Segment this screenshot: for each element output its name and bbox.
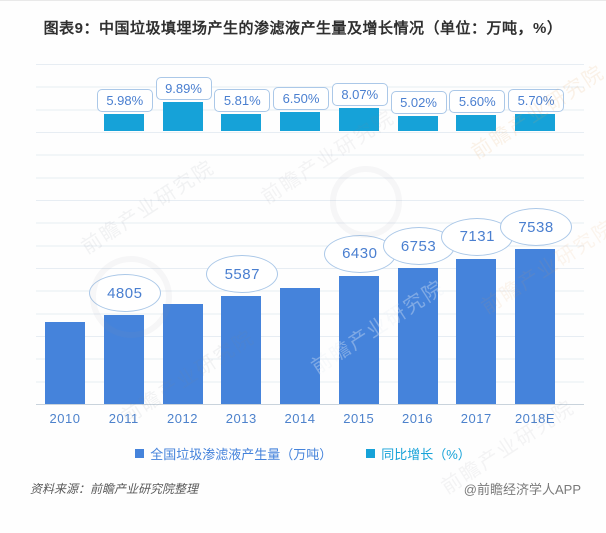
production-bar-2010 [45, 322, 85, 404]
value-callout-2018E: 7538 [500, 208, 572, 247]
growth-callout-2011: 5.98% [96, 88, 153, 112]
production-bar-2012 [162, 303, 203, 404]
growth-bar-2014 [280, 112, 320, 131]
growth-bar-2015 [338, 107, 379, 131]
growth-bar-2012 [162, 102, 203, 131]
growth-callout-2014: 6.50% [273, 87, 329, 111]
growth-callout-2015: 8.07% [331, 82, 388, 106]
x-axis-label-2016: 2016 [402, 411, 433, 426]
production-bar-2014 [280, 287, 320, 404]
growth-bar-2013 [221, 114, 262, 131]
legend-item-production: 全国垃圾渗滤液产生量（万吨） [135, 444, 332, 463]
x-axis-label-2017: 2017 [460, 411, 492, 426]
legend-swatch-growth [366, 449, 376, 458]
growth-callout-2016: 5.02% [390, 91, 447, 115]
x-axis-label-2010: 2010 [49, 411, 81, 426]
x-axis-label-2011: 2011 [108, 411, 139, 426]
legend: 全国垃圾渗滤液产生量（万吨） 同比增长（%） [0, 444, 606, 463]
growth-callout-2018E: 5.70% [508, 89, 564, 113]
legend-label-production: 全国垃圾渗滤液产生量（万吨） [150, 447, 333, 462]
growth-bar-2011 [103, 113, 144, 131]
production-bar-2015 [338, 275, 379, 404]
legend-swatch-production [135, 449, 145, 458]
x-axis-label-2015: 2015 [343, 411, 375, 426]
credit: @前瞻经济学人APP [463, 482, 581, 497]
production-bar-2011 [103, 315, 144, 404]
growth-callout-2013: 5.81% [214, 89, 271, 113]
growth-bar-2016 [397, 116, 438, 131]
production-bar-2018E [515, 249, 555, 404]
x-axis-label-2014: 2014 [284, 411, 316, 426]
chart-title: 图表9：中国垃圾填埋场产生的渗滤液产生量及增长情况（单位：万吨，%） [43, 20, 563, 37]
production-bar-2013 [221, 296, 262, 404]
footer: 资料来源：前瞻产业研究院整理 @前瞻经济学人APP [30, 479, 581, 498]
x-axis-label-2012: 2012 [167, 411, 198, 426]
production-bar-2017 [456, 258, 497, 404]
growth-callout-2017: 5.60% [449, 89, 506, 113]
x-axis-label-2018E: 2018E [514, 411, 556, 426]
value-callout-2013: 5587 [206, 255, 279, 294]
x-axis-label-2013: 2013 [225, 411, 257, 426]
growth-callout-2012: 9.89% [155, 77, 212, 101]
production-bar-2016 [397, 268, 438, 404]
legend-label-growth: 同比增长（%） [381, 447, 471, 462]
value-callout-2011: 4805 [88, 274, 161, 313]
legend-item-growth: 同比增长（%） [366, 444, 471, 463]
source-note: 资料来源：前瞻产业研究院整理 [30, 482, 199, 496]
growth-bar-2017 [456, 114, 497, 131]
growth-bar-2018E [515, 114, 555, 131]
